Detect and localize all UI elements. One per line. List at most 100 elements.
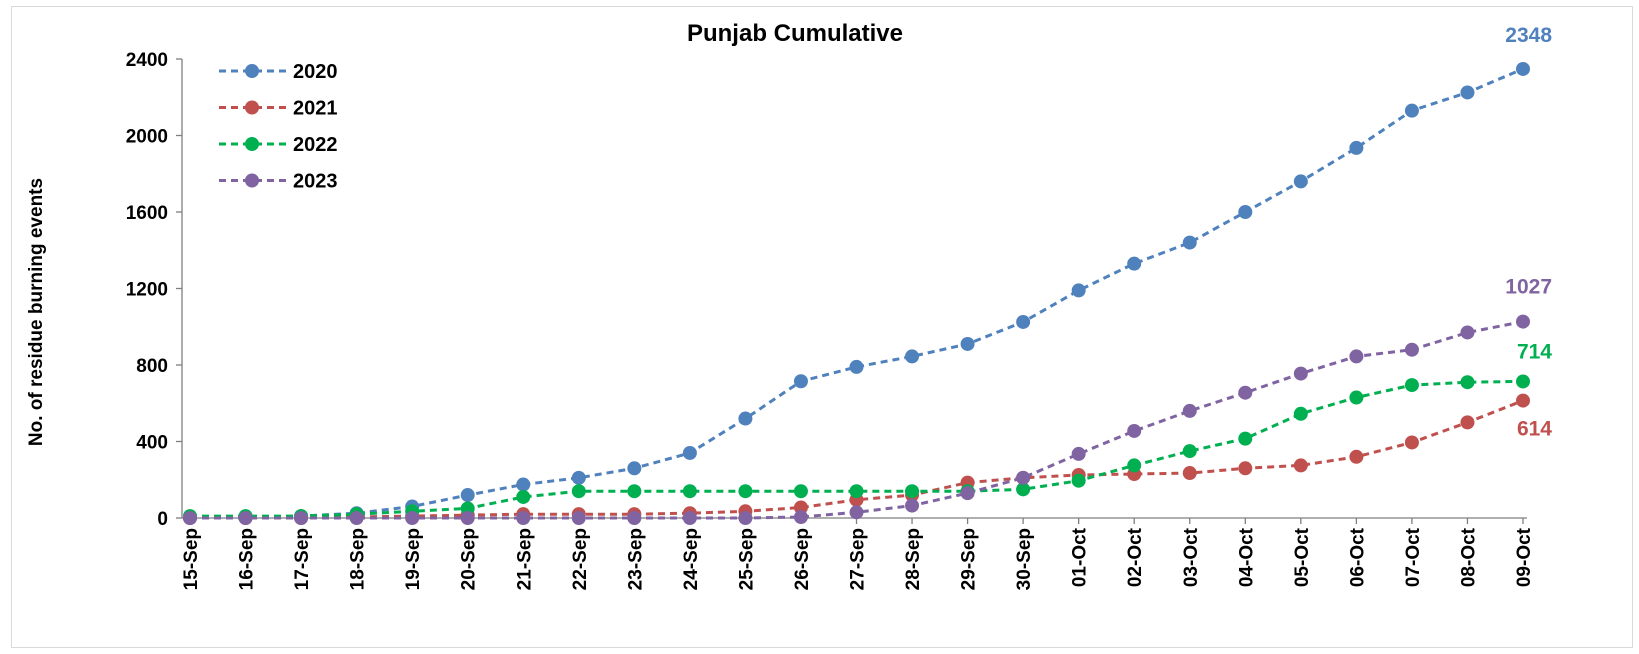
data-point xyxy=(905,484,920,499)
x-tick-label: 27-Sep xyxy=(848,528,869,590)
series-2020 xyxy=(183,61,1530,525)
y-tick-label: 0 xyxy=(157,509,168,530)
data-point xyxy=(1349,390,1364,405)
data-point xyxy=(1127,423,1142,438)
x-tick-label: 21-Sep xyxy=(514,528,535,590)
x-tick-label: 17-Sep xyxy=(292,528,313,590)
data-point xyxy=(793,374,808,389)
data-point xyxy=(738,511,753,525)
data-point xyxy=(1516,374,1530,389)
data-point xyxy=(1016,314,1031,329)
data-point xyxy=(238,511,253,525)
x-tick-label: 01-Oct xyxy=(1070,527,1091,587)
data-point xyxy=(1016,470,1031,485)
end-value-label-2023: 1027 xyxy=(1505,276,1552,299)
data-point xyxy=(1182,444,1197,459)
x-tick-label: 25-Sep xyxy=(736,528,757,590)
data-point xyxy=(516,511,531,525)
data-point xyxy=(571,470,586,485)
legend-label: 2021 xyxy=(293,98,338,120)
data-point xyxy=(571,484,586,499)
x-tick-label: 15-Sep xyxy=(181,528,202,590)
x-tick-label: 24-Sep xyxy=(681,528,702,590)
y-tick-label: 2000 xyxy=(126,127,168,148)
data-point xyxy=(905,349,920,364)
end-value-label-2020: 2348 xyxy=(1505,24,1552,47)
data-point xyxy=(1516,61,1530,76)
data-point xyxy=(627,484,642,499)
data-point xyxy=(738,484,753,499)
x-tick-label: 09-Oct xyxy=(1514,527,1535,587)
end-value-label-2021: 614 xyxy=(1517,418,1552,441)
data-point xyxy=(1404,435,1419,450)
data-point xyxy=(1404,103,1419,118)
data-point xyxy=(1349,140,1364,155)
y-tick-label: 800 xyxy=(136,356,168,377)
x-tick-label: 18-Sep xyxy=(348,528,369,590)
data-point xyxy=(849,505,864,520)
data-point xyxy=(1238,205,1253,219)
x-tick-label: 30-Sep xyxy=(1014,528,1035,590)
data-point xyxy=(1182,403,1197,418)
x-tick-label: 28-Sep xyxy=(903,528,924,590)
data-point xyxy=(1293,458,1308,473)
end-labels: 2348 614 714 1027 xyxy=(1505,24,1552,441)
series-layer xyxy=(183,61,1530,525)
data-point xyxy=(627,461,642,476)
data-point xyxy=(682,445,697,460)
data-point xyxy=(960,486,975,501)
data-point xyxy=(571,511,586,525)
x-tick-label: 26-Sep xyxy=(792,528,813,590)
data-point xyxy=(460,501,475,516)
legend: 2020 2021 2022 2023 xyxy=(219,61,338,193)
data-point xyxy=(849,484,864,499)
data-point xyxy=(1238,431,1253,446)
legend-label: 2023 xyxy=(293,171,338,193)
data-point xyxy=(516,477,531,492)
data-point xyxy=(1293,406,1308,421)
data-point xyxy=(1460,85,1475,100)
legend-marker xyxy=(245,173,259,188)
data-point xyxy=(1182,466,1197,481)
data-point xyxy=(1404,342,1419,357)
data-point xyxy=(294,511,309,525)
legend-marker xyxy=(245,100,259,115)
data-point xyxy=(1460,415,1475,430)
x-tick-label: 23-Sep xyxy=(625,528,646,590)
data-point xyxy=(1293,174,1308,189)
data-point xyxy=(460,511,475,525)
data-point xyxy=(1071,446,1086,461)
chart-frame xyxy=(11,6,1633,648)
legend-item-2021: 2021 xyxy=(219,98,338,120)
x-tick-label: 05-Oct xyxy=(1292,527,1313,587)
data-point xyxy=(905,498,920,513)
data-point xyxy=(1293,366,1308,381)
legend-item-2023: 2023 xyxy=(219,171,338,193)
data-point xyxy=(793,484,808,499)
x-tick-label: 16-Sep xyxy=(237,528,258,590)
x-tick-label: 07-Oct xyxy=(1403,527,1424,587)
series-line-2020 xyxy=(189,67,1524,520)
data-point xyxy=(849,359,864,374)
data-point xyxy=(1516,314,1530,329)
x-tick-label: 19-Sep xyxy=(403,528,424,590)
data-point xyxy=(1238,461,1253,476)
x-tick-label: 04-Oct xyxy=(1236,527,1257,587)
legend-item-2020: 2020 xyxy=(219,61,338,83)
data-point xyxy=(405,511,420,525)
axes: 0 400 800 1200 1600 2000 2400 15-Sep 16-Sep 17-Se… xyxy=(126,50,1535,590)
series-2023 xyxy=(183,314,1530,525)
data-point xyxy=(793,510,808,525)
y-tick-label: 2400 xyxy=(126,50,168,71)
data-point xyxy=(1460,375,1475,390)
data-point xyxy=(1516,393,1530,408)
y-axis-label: No. of residue burning events xyxy=(26,178,47,446)
x-tick-label: 20-Sep xyxy=(459,528,480,590)
data-point xyxy=(1127,256,1142,271)
x-tick-label: 06-Oct xyxy=(1347,527,1368,587)
legend-marker xyxy=(245,137,259,151)
legend-item-2022: 2022 xyxy=(219,134,338,156)
data-point xyxy=(349,511,364,525)
data-point xyxy=(183,511,197,525)
x-tick-label: 02-Oct xyxy=(1125,527,1146,587)
